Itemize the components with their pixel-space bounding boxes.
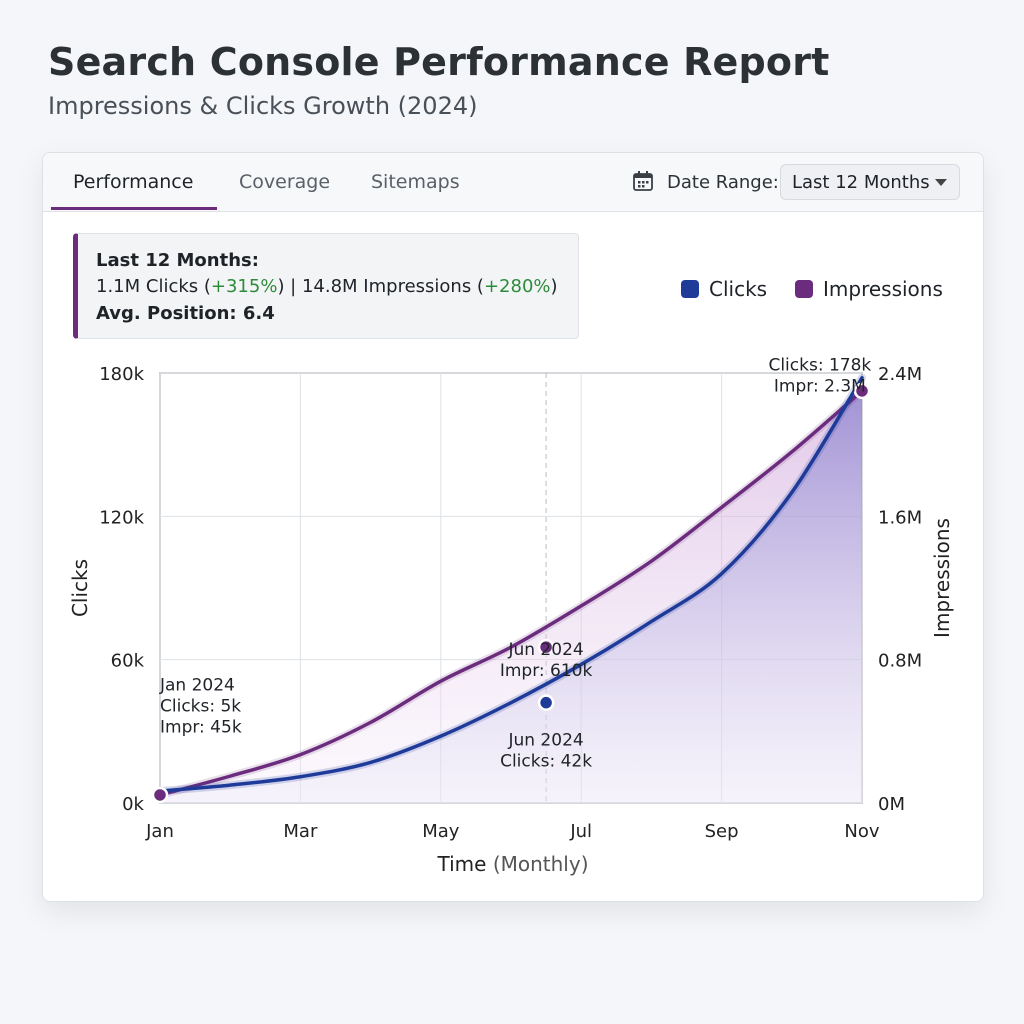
y-right-axis-label: Impressions bbox=[930, 518, 954, 638]
tab-bar: Performance Coverage Sitemaps Date Range… bbox=[43, 153, 983, 212]
summary-close: ) bbox=[550, 276, 558, 297]
date-range-value: Last 12 Months bbox=[792, 172, 930, 193]
y-left-tick-label: 120k bbox=[99, 507, 144, 528]
x-tick-label: Nov bbox=[844, 821, 879, 842]
tab-sitemaps[interactable]: Sitemaps bbox=[371, 171, 460, 193]
chevron-down-icon bbox=[935, 179, 947, 186]
tab-coverage[interactable]: Coverage bbox=[239, 171, 331, 193]
annotation-line: Clicks: 178k bbox=[768, 356, 871, 376]
x-axis-label-main: Time bbox=[437, 852, 493, 876]
legend-label-impressions: Impressions bbox=[823, 277, 943, 301]
date-range-label: Date Range: bbox=[667, 172, 779, 193]
legend-impressions[interactable]: Impressions bbox=[795, 277, 943, 301]
x-axis-label: Time (Monthly) bbox=[437, 852, 589, 876]
annotation-line: Impr: 610k bbox=[500, 661, 593, 681]
avg-position: Avg. Position: 6.4 bbox=[96, 303, 275, 324]
chart-annotation: Clicks: 178k Impr: 2.3M bbox=[768, 356, 871, 397]
annotation-line: Jun 2024 bbox=[507, 640, 583, 660]
impressions-growth: +280% bbox=[483, 276, 551, 297]
data-point-marker bbox=[151, 786, 169, 804]
y-right-tick-label: 0M bbox=[878, 794, 905, 815]
date-range-select[interactable]: Last 12 Months bbox=[780, 164, 960, 200]
data-point-marker bbox=[853, 382, 871, 400]
x-tick-label: Sep bbox=[705, 821, 739, 842]
legend-swatch-impressions bbox=[795, 280, 813, 298]
x-axis-label-suffix: (Monthly) bbox=[493, 852, 589, 876]
clicks-line bbox=[158, 376, 864, 793]
x-tick-label: Mar bbox=[283, 821, 318, 842]
chart-annotation: Jan 2024 Clicks: 5k Impr: 45k bbox=[159, 676, 242, 738]
impressions-line bbox=[158, 389, 864, 797]
report-card: Performance Coverage Sitemaps Date Range… bbox=[42, 152, 984, 902]
y-right-tick-label: 0.8M bbox=[878, 651, 922, 672]
summary-totals: 1.1M Clicks (+315%) | 14.8M Impressions … bbox=[96, 276, 558, 297]
legend-label-clicks: Clicks bbox=[709, 277, 768, 301]
legend-swatch-clicks bbox=[681, 280, 699, 298]
tab-performance[interactable]: Performance bbox=[73, 171, 194, 193]
page-subtitle: Impressions & Clicks Growth (2024) bbox=[48, 92, 478, 120]
page-title: Search Console Performance Report bbox=[48, 40, 830, 84]
clicks-total: 1.1M Clicks ( bbox=[96, 276, 211, 297]
annotation-line: Jun 2024 bbox=[507, 731, 583, 751]
annotation-line: Jan 2024 bbox=[159, 676, 235, 696]
legend-clicks[interactable]: Clicks bbox=[681, 277, 767, 301]
chart-annotation: Jun 2024 Impr: 610k bbox=[500, 640, 593, 681]
annotation-line: Clicks: 5k bbox=[160, 697, 241, 717]
x-tick-label: Jan bbox=[145, 821, 174, 842]
summary-box: Last 12 Months: 1.1M Clicks (+315%) | 14… bbox=[73, 233, 579, 339]
data-point-marker bbox=[537, 638, 555, 656]
clicks-area bbox=[160, 377, 862, 803]
y-right-tick-label: 2.4M bbox=[878, 364, 922, 385]
summary-heading: Last 12 Months: bbox=[96, 250, 259, 271]
y-right-tick-label: 1.6M bbox=[878, 507, 922, 528]
data-point-marker bbox=[537, 694, 555, 711]
y-left-tick-label: 0k bbox=[122, 794, 144, 815]
x-tick-label: May bbox=[422, 821, 460, 842]
y-left-tick-label: 60k bbox=[111, 651, 145, 672]
active-tab-indicator bbox=[51, 207, 217, 210]
y-left-tick-label: 180k bbox=[99, 364, 144, 385]
annotation-line: Clicks: 42k bbox=[500, 752, 592, 772]
impressions-total: ) | 14.8M Impressions ( bbox=[277, 276, 484, 297]
y-left-axis-label: Clicks bbox=[68, 559, 92, 617]
chart: 0k 60k 120k 180k 0M 0.8M 1.6M 2.4M Jan Mar May Jul S… bbox=[68, 356, 954, 876]
annotation-line: Impr: 45k bbox=[160, 718, 242, 738]
calendar-icon[interactable] bbox=[631, 169, 655, 193]
chart-annotation: Jun 2024 Clicks: 42k bbox=[500, 731, 592, 772]
annotation-line: Impr: 2.3M bbox=[774, 377, 866, 397]
x-tick-label: Jul bbox=[569, 821, 592, 842]
clicks-growth: +315% bbox=[210, 276, 278, 297]
